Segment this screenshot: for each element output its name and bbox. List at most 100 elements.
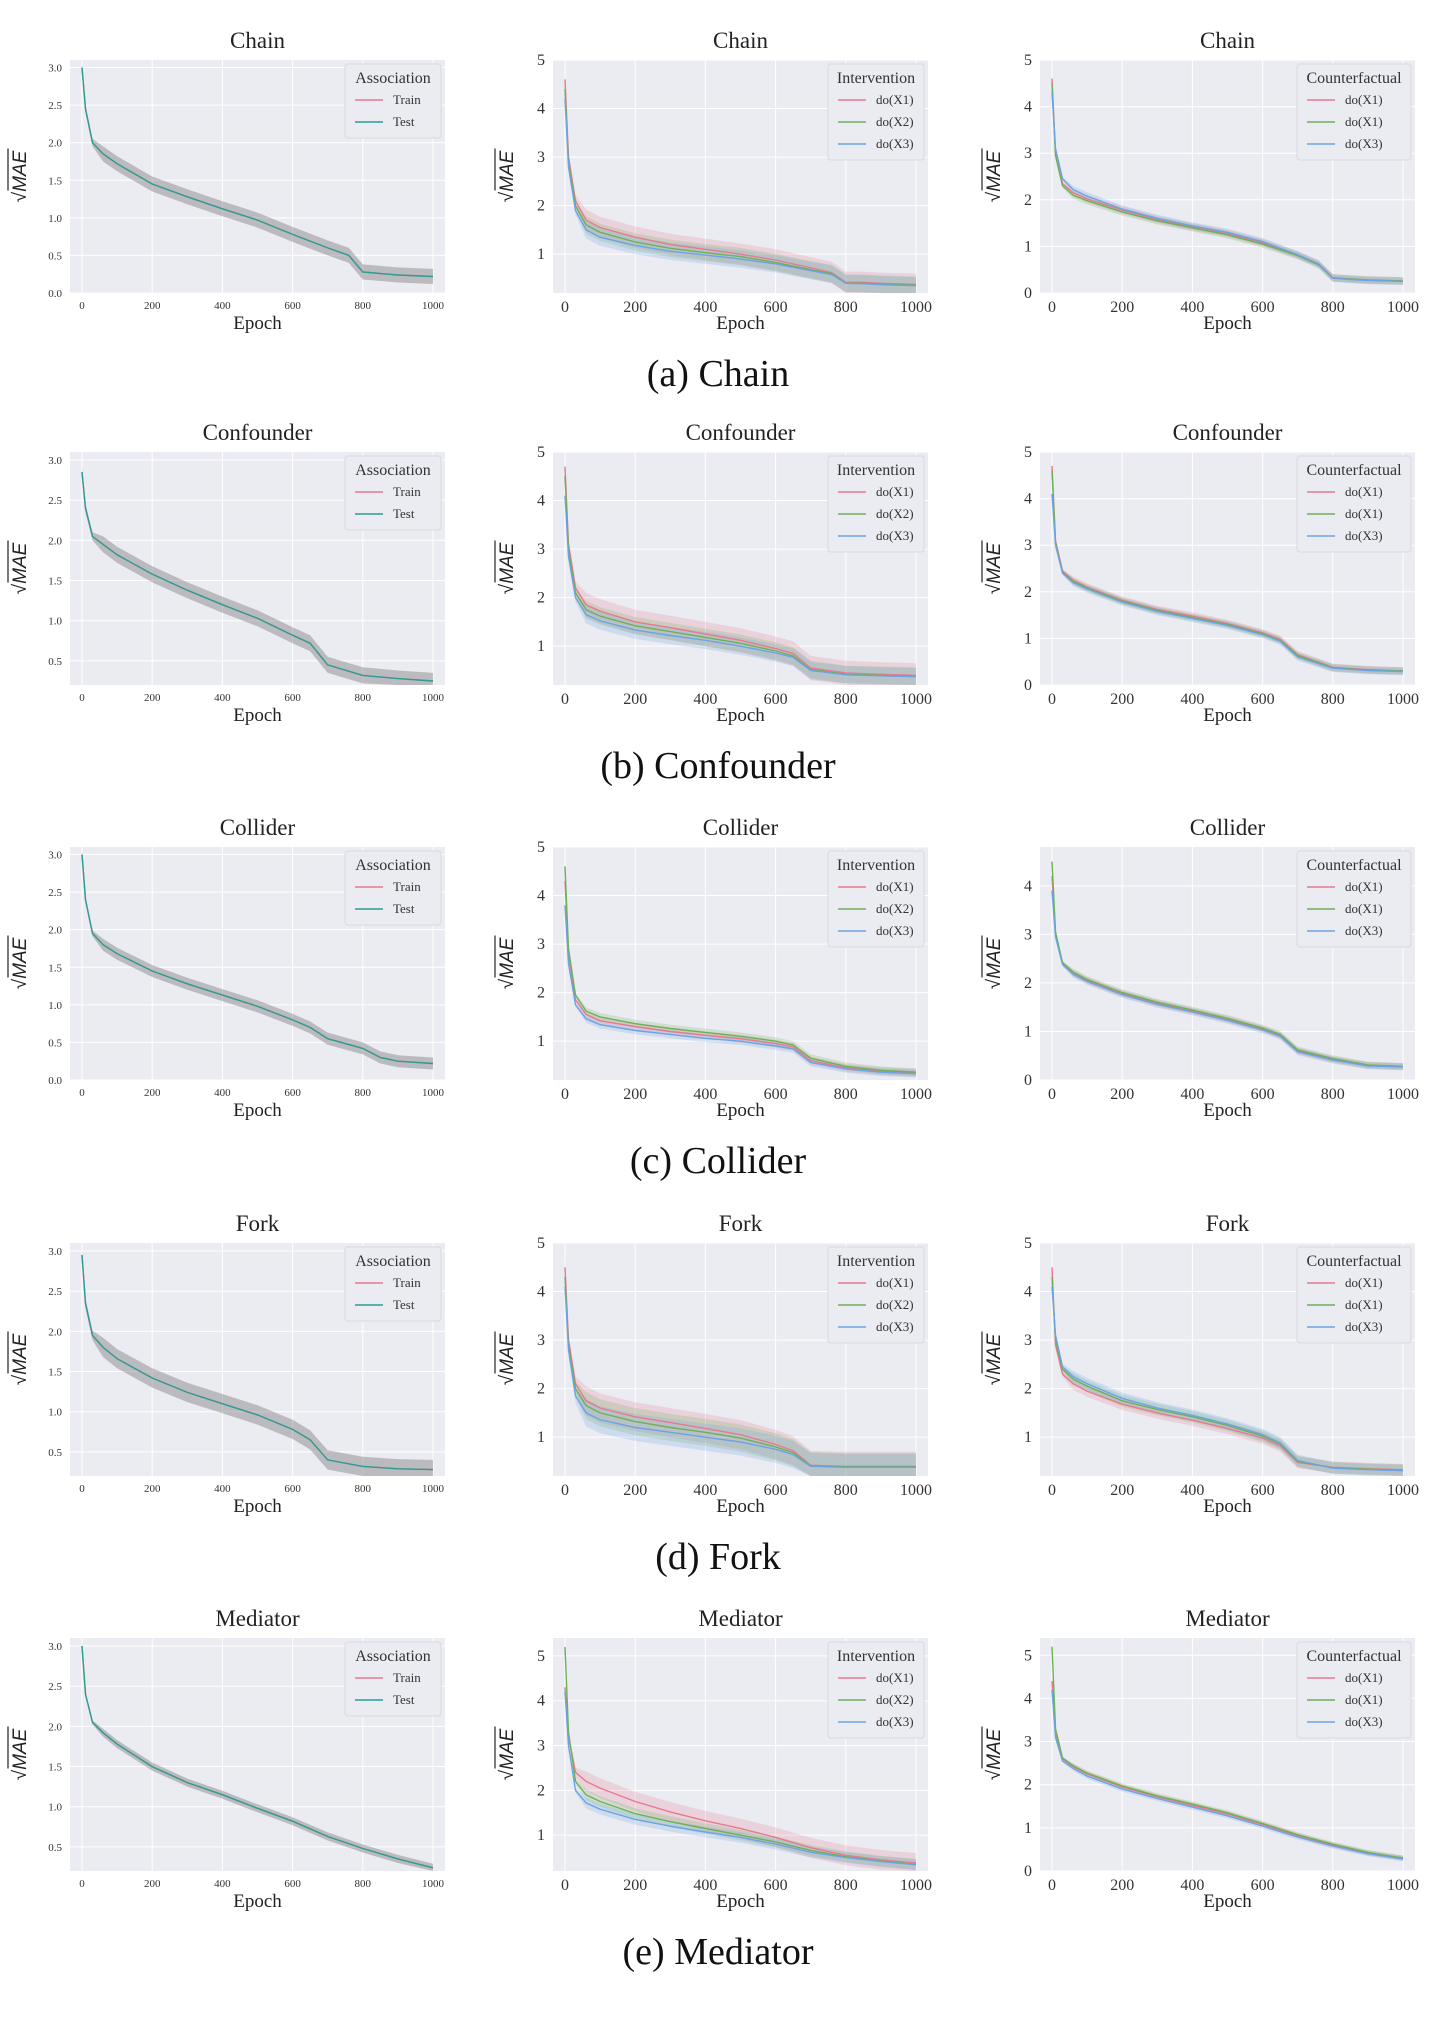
legend-box [344, 1641, 442, 1717]
x-tick-label: 400 [693, 1086, 717, 1103]
legend-entry: Train [393, 484, 421, 499]
legend-entry: do(X3) [876, 528, 914, 543]
legend-title: Association [355, 1648, 431, 1665]
y-tick-label: 3 [537, 541, 545, 558]
legend-entry: do(X3) [876, 923, 914, 938]
series-line-do(x2) [1051, 861, 1404, 1068]
y-tick-label: 1.5 [48, 962, 62, 974]
y-tick-label: 5 [537, 839, 545, 856]
series-line-do(x1) [564, 1687, 917, 1864]
y-tick-label: 2.5 [48, 1681, 62, 1693]
legend-box [344, 455, 442, 531]
y-axis-label-text: √MAE [10, 1333, 31, 1385]
panel-chain-association: 0 200 400 600 800 1000 0.0 0.5 1.0 1.5 2.0 2.5 3.0 Ch… [7, 28, 445, 334]
x-tick-label: 800 [834, 691, 858, 708]
series-line-test [81, 854, 434, 1065]
series-line-do(x3) [1051, 493, 1404, 673]
y-tick-label: 4 [1024, 1284, 1032, 1301]
y-tick-label: 1 [537, 638, 545, 655]
x-tick-label: 600 [764, 1086, 788, 1103]
x-tick-label: 0 [1048, 691, 1056, 708]
x-tick-label: 600 [764, 299, 788, 316]
legend-box [1296, 455, 1412, 553]
legend-entry: Train [393, 92, 421, 107]
y-tick-label: 4 [537, 1693, 545, 1710]
y-axis-label-text: √MAE [497, 542, 518, 594]
panel-title: Fork [1206, 1211, 1250, 1236]
x-axis-label: Epoch [1203, 313, 1252, 334]
legend-title: Intervention [837, 857, 915, 874]
x-tick-label: 1000 [900, 299, 932, 316]
x-tick-label: 800 [834, 299, 858, 316]
y-axis-label: √MAE [981, 1726, 1005, 1780]
x-tick-label: 400 [214, 1483, 231, 1495]
legend-entry: do(X3) [1345, 923, 1383, 938]
x-tick-label: 600 [764, 691, 788, 708]
y-tick-label: 3 [537, 149, 545, 166]
x-tick-label: 400 [693, 1877, 717, 1894]
panel-collider-association: 0 200 400 600 800 1000 0.0 0.5 1.0 1.5 2.0 2.5 3.0 Co… [7, 815, 445, 1121]
legend-entry: do(X1) [1345, 1670, 1383, 1685]
x-axis-label: Epoch [1203, 705, 1252, 726]
legend-title: Association [355, 1253, 431, 1270]
legend-title: Counterfactual [1306, 857, 1402, 874]
legend-entry: do(X1) [1345, 901, 1383, 916]
legend-entry: do(X1) [876, 1670, 914, 1685]
legend-entry: do(X2) [876, 114, 914, 129]
legend-title: Counterfactual [1306, 1253, 1402, 1270]
row-caption: (a) Chain [647, 353, 789, 395]
y-tick-label: 3.0 [48, 1246, 62, 1258]
x-tick-label: 200 [623, 1086, 647, 1103]
panel-title: Confounder [203, 420, 313, 445]
legend-box [1296, 1641, 1412, 1739]
panel-title: Fork [719, 1211, 763, 1236]
x-tick-label: 800 [834, 1086, 858, 1103]
panel-collider-counterfactual: 0 200 400 600 800 1000 0 1 2 3 4 Collider Epoch √MAE C… [981, 815, 1419, 1121]
legend: Association Train Test [344, 850, 442, 926]
legend: Association Train Test [344, 1641, 442, 1717]
y-tick-label: 2.5 [48, 1286, 62, 1298]
legend-entry: Train [393, 879, 421, 894]
y-tick-label: 2.0 [48, 535, 62, 547]
x-axis-label: Epoch [233, 705, 282, 726]
y-tick-label: 1.0 [48, 1000, 62, 1012]
legend-box [827, 63, 925, 161]
series-line-test [81, 472, 434, 682]
y-tick-label: 1 [537, 1429, 545, 1446]
y-axis-label-text: √MAE [497, 937, 518, 989]
y-tick-label: 4 [537, 1284, 545, 1301]
x-axis-label: Epoch [716, 1100, 765, 1121]
legend-box [1296, 850, 1412, 948]
x-tick-label: 0 [561, 691, 569, 708]
y-tick-label: 2.5 [48, 100, 62, 112]
legend-title: Intervention [837, 70, 915, 87]
y-tick-label: 1.0 [48, 1407, 62, 1419]
x-tick-label: 600 [284, 1878, 301, 1890]
legend-box [1296, 63, 1412, 161]
y-axis-label: √MAE [7, 540, 31, 594]
y-tick-label: 1.5 [48, 1762, 62, 1774]
legend-entry: do(X1) [876, 1275, 914, 1290]
x-tick-label: 800 [1321, 1482, 1345, 1499]
panel-fork-association: 0 200 400 600 800 1000 0.5 1.0 1.5 2.0 2.5 3.0 Fork E… [7, 1211, 445, 1517]
series-line-test [81, 1645, 434, 1869]
y-axis-label: √MAE [981, 540, 1005, 594]
legend-title: Intervention [837, 462, 915, 479]
series-line-test [81, 67, 434, 278]
y-tick-label: 1.0 [48, 616, 62, 628]
legend-entry: Test [393, 114, 415, 129]
y-tick-label: 2 [537, 198, 545, 215]
x-tick-label: 1000 [900, 1877, 932, 1894]
y-axis-label: √MAE [981, 148, 1005, 202]
x-tick-label: 600 [764, 1482, 788, 1499]
y-axis-label-text: √MAE [497, 150, 518, 202]
y-tick-label: 3 [537, 1332, 545, 1349]
x-tick-label: 200 [623, 299, 647, 316]
x-tick-label: 0 [561, 1877, 569, 1894]
y-axis-label: √MAE [494, 540, 518, 594]
x-tick-label: 0 [79, 300, 85, 312]
x-tick-label: 200 [144, 300, 161, 312]
legend-box [344, 850, 442, 926]
y-tick-label: 3.0 [48, 850, 62, 862]
x-tick-label: 600 [284, 300, 301, 312]
